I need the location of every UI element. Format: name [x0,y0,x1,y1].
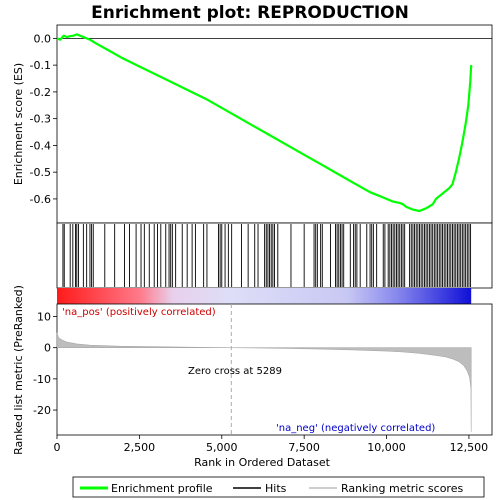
ranking-y-axis-label: Ranked list metric (PreRanked) [12,285,25,455]
chart-title: Enrichment plot: REPRODUCTION [91,3,409,23]
positive-correlation-label: 'na_pos' (positively correlated) [62,307,216,318]
zero-cross-label: Zero cross at 5289 [188,366,282,377]
x-axis-label: Rank in Ordered Dataset [194,456,331,469]
legend-frame [72,476,485,498]
legend: Enrichment profile Hits Ranking metric s… [72,476,485,498]
enrichment-panel: 0.0 -0.1 -0.2 -0.3 -0.4 -0.5 -0.6 Enrichment s… [12,24,493,224]
es-y-tick-label: 0.0 [34,32,52,45]
x-tick-label: 2,500 [124,441,156,454]
es-y-axis-label: Enrichment score (ES) [12,63,25,185]
x-tick-label: 10,000 [367,441,406,454]
ranking-metric-series [56,332,472,432]
es-y-tick-label: -0.1 [30,59,51,72]
enrichment-plot-frame [56,24,493,224]
es-y-tick-label: -0.6 [30,193,51,206]
color-bar-gradient [57,288,472,304]
hits-panel [56,222,493,289]
ranking-plot-frame [56,303,493,436]
x-ticks: 0 2,500 5,000 7,500 10,000 12,500 [54,435,489,454]
x-tick-label: 5,000 [206,441,238,454]
ranking-y-tick-label: 0 [44,342,51,355]
es-y-tick-label: -0.5 [30,166,51,179]
x-tick-label: 12,500 [450,441,489,454]
ranking-panel: 10 0 -10 -20 0 2,500 5,000 7,500 10,000 12,500 '… [12,285,493,469]
es-y-tick-label: -0.3 [30,113,51,126]
ranking-y-ticks: 10 0 -10 -20 [33,310,57,417]
legend-ranking-label: Ranking metric scores [341,482,463,495]
correlation-color-bar [57,288,472,304]
es-y-tick-label: -0.4 [30,139,51,152]
ranking-y-tick-label: -10 [33,373,51,386]
es-y-ticks: 0.0 -0.1 -0.2 -0.3 -0.4 -0.5 -0.6 [30,32,57,206]
x-tick-label: 0 [54,441,61,454]
legend-enrichment-label: Enrichment profile [111,482,213,495]
ranking-y-tick-label: -20 [33,404,51,417]
x-tick-label: 7,500 [288,441,320,454]
legend-hits-label: Hits [265,482,287,495]
ranking-metric-area [56,332,472,432]
enrichment-profile-series [56,33,473,213]
hit-marks [62,224,472,287]
negative-correlation-label: 'na_neg' (negatively correlated) [276,423,435,434]
ranking-y-tick-label: 10 [37,310,51,323]
enrichment-profile-line [56,33,473,213]
es-y-tick-label: -0.2 [30,86,51,99]
